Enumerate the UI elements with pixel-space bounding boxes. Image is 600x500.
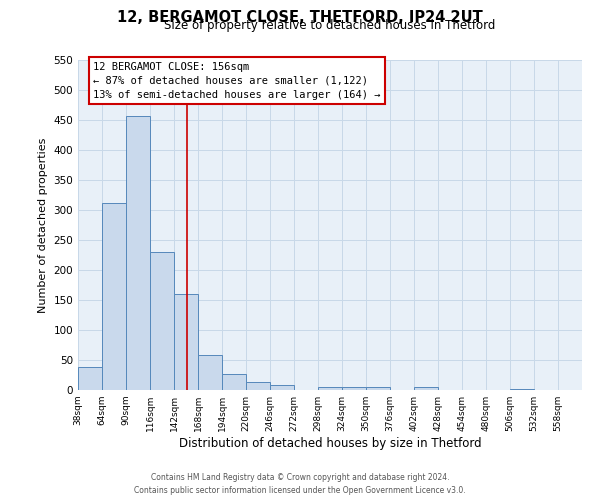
Bar bbox=[342, 387, 366, 390]
Bar bbox=[78, 367, 102, 390]
Text: 12, BERGAMOT CLOSE, THETFORD, IP24 2UT: 12, BERGAMOT CLOSE, THETFORD, IP24 2UT bbox=[117, 10, 483, 25]
Bar bbox=[198, 355, 222, 390]
Bar bbox=[318, 387, 342, 390]
Text: Contains HM Land Registry data © Crown copyright and database right 2024.
Contai: Contains HM Land Registry data © Crown c… bbox=[134, 473, 466, 495]
Bar bbox=[270, 385, 294, 390]
Bar bbox=[102, 204, 126, 390]
Bar bbox=[174, 294, 198, 390]
Bar bbox=[366, 387, 390, 390]
Bar bbox=[126, 116, 150, 390]
Bar bbox=[510, 389, 534, 390]
Title: Size of property relative to detached houses in Thetford: Size of property relative to detached ho… bbox=[164, 20, 496, 32]
Y-axis label: Number of detached properties: Number of detached properties bbox=[38, 138, 48, 312]
Bar bbox=[150, 252, 174, 390]
Text: 12 BERGAMOT CLOSE: 156sqm
← 87% of detached houses are smaller (1,122)
13% of se: 12 BERGAMOT CLOSE: 156sqm ← 87% of detac… bbox=[93, 62, 380, 100]
X-axis label: Distribution of detached houses by size in Thetford: Distribution of detached houses by size … bbox=[179, 437, 481, 450]
Bar bbox=[246, 382, 270, 390]
Bar bbox=[414, 387, 438, 390]
Bar bbox=[222, 374, 246, 390]
